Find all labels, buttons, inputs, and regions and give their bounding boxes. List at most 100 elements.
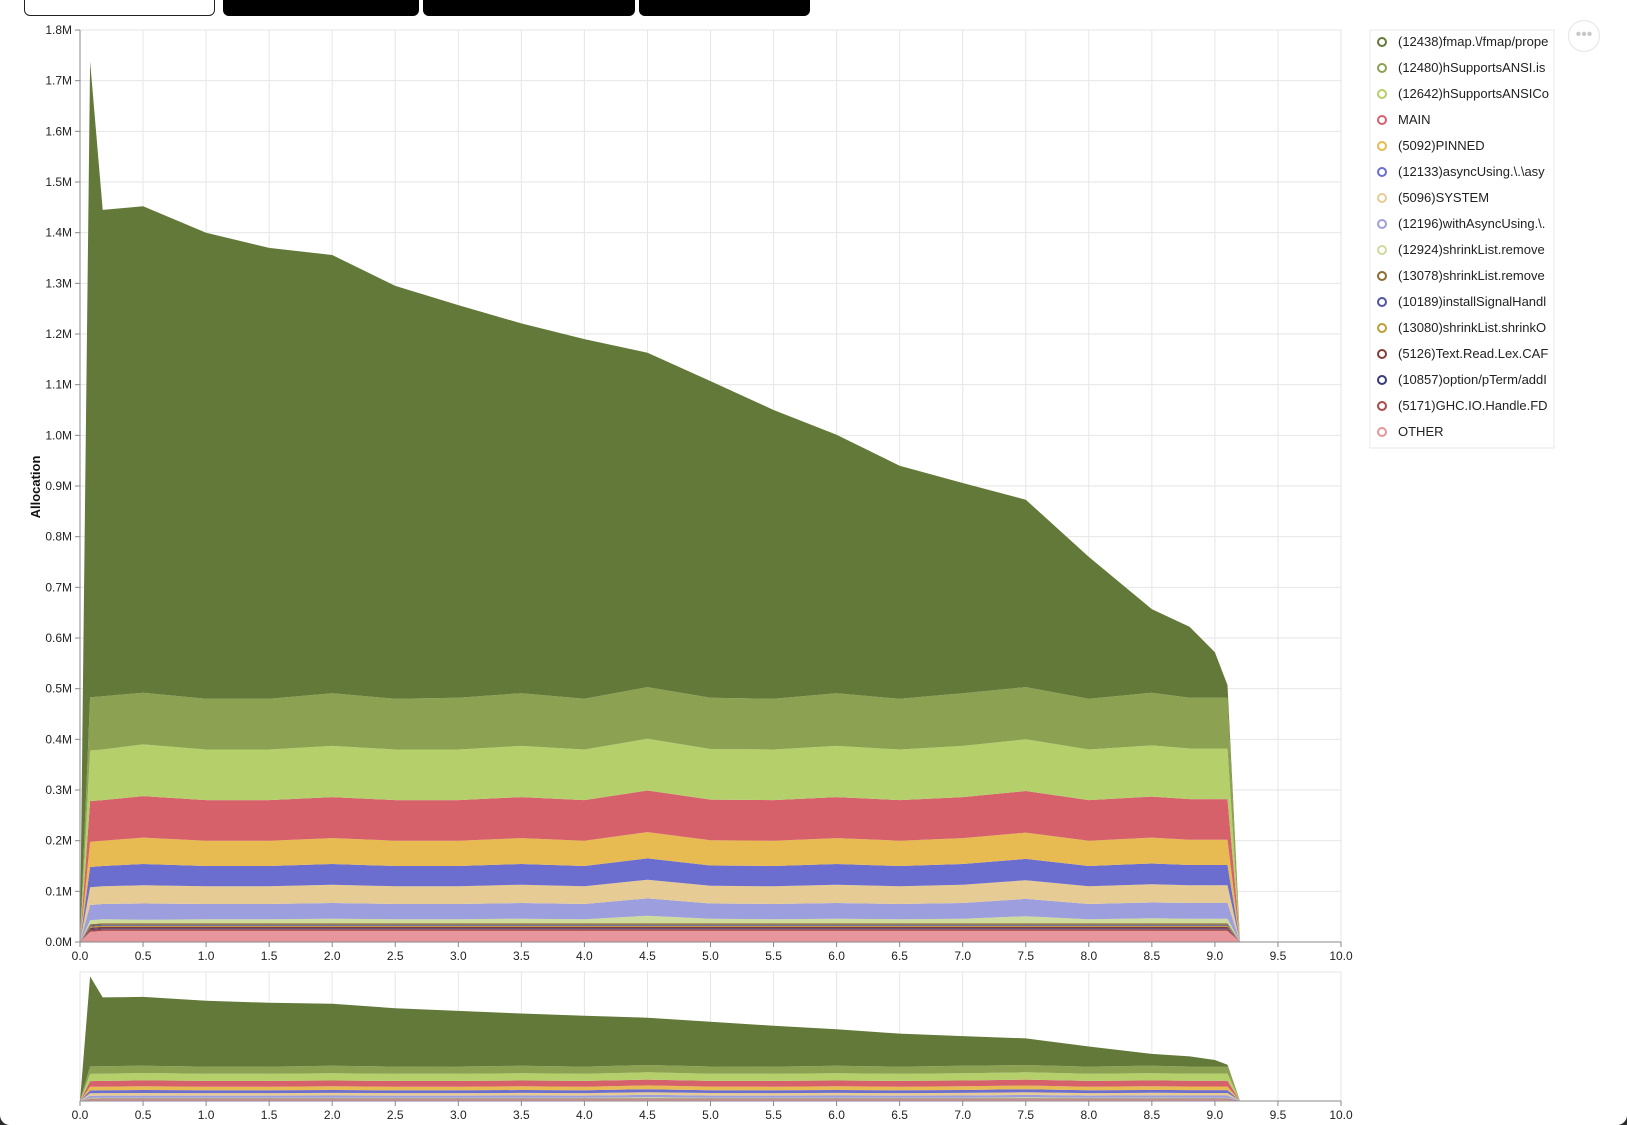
legend-symbol — [1377, 219, 1387, 229]
main-y-tick-label: 0.4M — [45, 732, 72, 746]
main-area-series — [80, 879, 1241, 942]
legend-label: (12480)hSupportsANSI.is — [1398, 60, 1546, 75]
main-x-tick-label: 0.5 — [135, 949, 152, 963]
more-icon: ••• — [1575, 26, 1593, 43]
main-area-series — [80, 929, 1241, 942]
overview-area-series — [80, 1094, 1241, 1101]
main-x-tick-label: 8.5 — [1144, 949, 1161, 963]
overview-x-tick-label: 0.5 — [135, 1108, 152, 1122]
overview-x-tick-label: 5.5 — [765, 1108, 782, 1122]
legend-symbol — [1377, 323, 1387, 333]
legend-label: (13080)shrinkList.shrinkO — [1398, 320, 1546, 335]
main-x-tick-label: 2.5 — [387, 949, 404, 963]
legend-label: (12924)shrinkList.remove — [1398, 242, 1545, 257]
main-x-tick-label: 9.5 — [1270, 949, 1287, 963]
legend-label: (12196)withAsyncUsing.\. — [1398, 216, 1545, 231]
overview-x-tick-label: 4.0 — [576, 1108, 593, 1122]
y-axis-title: Allocation — [28, 456, 43, 519]
legend-symbol — [1377, 63, 1387, 73]
main-x-tick-label: 4.5 — [639, 949, 656, 963]
legend-label: (10189)installSignalHandl — [1398, 294, 1546, 309]
overview-area-series — [80, 1098, 1241, 1101]
overview-x-tick-label: 4.5 — [639, 1108, 656, 1122]
main-x-tick-label: 8.0 — [1080, 949, 1097, 963]
legend-symbol — [1377, 115, 1387, 125]
overview-x-tick-label: 1.0 — [198, 1108, 215, 1122]
main-x-tick-label: 6.0 — [828, 949, 845, 963]
overview-x-tick-label: 2.0 — [324, 1108, 341, 1122]
legend-symbol — [1377, 37, 1387, 47]
overview-area-series — [80, 1065, 1241, 1101]
main-y-tick-label: 0.7M — [45, 580, 72, 594]
overview-area-series — [80, 1079, 1241, 1101]
main-y-tick-label: 0.8M — [45, 530, 72, 544]
overview-x-tick-label: 6.0 — [828, 1108, 845, 1122]
legend-label: (12133)asyncUsing.\.\asy — [1398, 164, 1545, 179]
legend-symbol — [1377, 271, 1387, 281]
overview-axes: 0.0 0.5 1.0 1.5 2.0 2.5 3.0 3.5 4.0 4.5 5.0 5.5 6.0 6… — [72, 1100, 1353, 1122]
main-y-tick-label: 0.5M — [45, 682, 72, 696]
main-y-tick-label: 0.3M — [45, 783, 72, 797]
main-x-tick-label: 0.0 — [72, 949, 89, 963]
overview-x-tick-label: 10.0 — [1329, 1108, 1353, 1122]
overview-plot-areas — [80, 976, 1241, 1101]
main-y-tick-label: 0.1M — [45, 884, 72, 898]
legend-label: (12642)hSupportsANSICo — [1398, 86, 1549, 101]
overview-x-tick-label: 6.5 — [891, 1108, 908, 1122]
overview-x-tick-label: 8.5 — [1144, 1108, 1161, 1122]
overview-area-series — [80, 1098, 1241, 1101]
legend-box — [1369, 29, 1555, 449]
main-x-tick-label: 7.5 — [1017, 949, 1034, 963]
main-area-series — [80, 858, 1241, 942]
legend-symbol — [1377, 401, 1387, 411]
tab-2[interactable] — [223, 0, 419, 16]
main-y-tick-label: 1.6M — [45, 124, 72, 138]
overview-area-series — [80, 1097, 1241, 1101]
overview-x-tick-label: 5.0 — [702, 1108, 719, 1122]
main-x-tick-label: 3.0 — [450, 949, 467, 963]
legend-label: (13078)shrinkList.remove — [1398, 268, 1545, 283]
chart-menu-button[interactable]: ••• — [1568, 20, 1600, 52]
main-area-series — [80, 930, 1241, 942]
overview-x-tick-label: 1.5 — [261, 1108, 278, 1122]
main-y-tick-label: 0.2M — [45, 834, 72, 848]
overview-x-tick-label: 2.5 — [387, 1108, 404, 1122]
overview-area-series — [80, 1099, 1241, 1101]
legend-symbol — [1377, 245, 1387, 255]
main-x-tick-label: 9.0 — [1207, 949, 1224, 963]
main-x-tick-label: 10.0 — [1329, 949, 1353, 963]
main-y-tick-label: 0.9M — [45, 479, 72, 493]
tab-3[interactable] — [423, 0, 635, 16]
main-x-tick-label: 5.5 — [765, 949, 782, 963]
main-y-tick-label: 1.0M — [45, 428, 72, 442]
overview-area-series — [80, 976, 1241, 1101]
main-area-series — [80, 832, 1241, 942]
main-area-series — [80, 738, 1241, 942]
main-y-tick-label: 1.7M — [45, 74, 72, 88]
main-y-tick-label: 0.0M — [45, 935, 72, 949]
main-area-series — [80, 61, 1241, 942]
main-y-tick-label: 1.3M — [45, 276, 72, 290]
main-x-tick-label: 7.0 — [954, 949, 971, 963]
tab-1[interactable] — [24, 0, 215, 16]
legend-label: (10857)option/pTerm/addI — [1398, 372, 1547, 387]
legend: (12438)fmap.\/fmap/prope (12480)hSupports… — [1369, 29, 1555, 449]
overview-x-tick-label: 9.0 — [1207, 1108, 1224, 1122]
overview-area-series — [80, 1089, 1241, 1101]
main-y-tick-label: 0.6M — [45, 631, 72, 645]
legend-label: (5171)GHC.IO.Handle.FD — [1398, 398, 1548, 413]
legend-symbol — [1377, 193, 1387, 203]
overview-area-series — [80, 1072, 1241, 1101]
tab-4[interactable] — [639, 0, 810, 16]
legend-symbol — [1377, 167, 1387, 177]
main-x-tick-label: 6.5 — [891, 949, 908, 963]
overview-x-tick-label: 7.5 — [1017, 1108, 1034, 1122]
legend-symbol — [1377, 89, 1387, 99]
main-x-tick-label: 2.0 — [324, 949, 341, 963]
main-plot-areas — [80, 61, 1241, 942]
legend-label: OTHER — [1398, 424, 1444, 439]
legend-symbol — [1377, 375, 1387, 385]
legend-label: (12438)fmap.\/fmap/prope — [1398, 34, 1548, 49]
